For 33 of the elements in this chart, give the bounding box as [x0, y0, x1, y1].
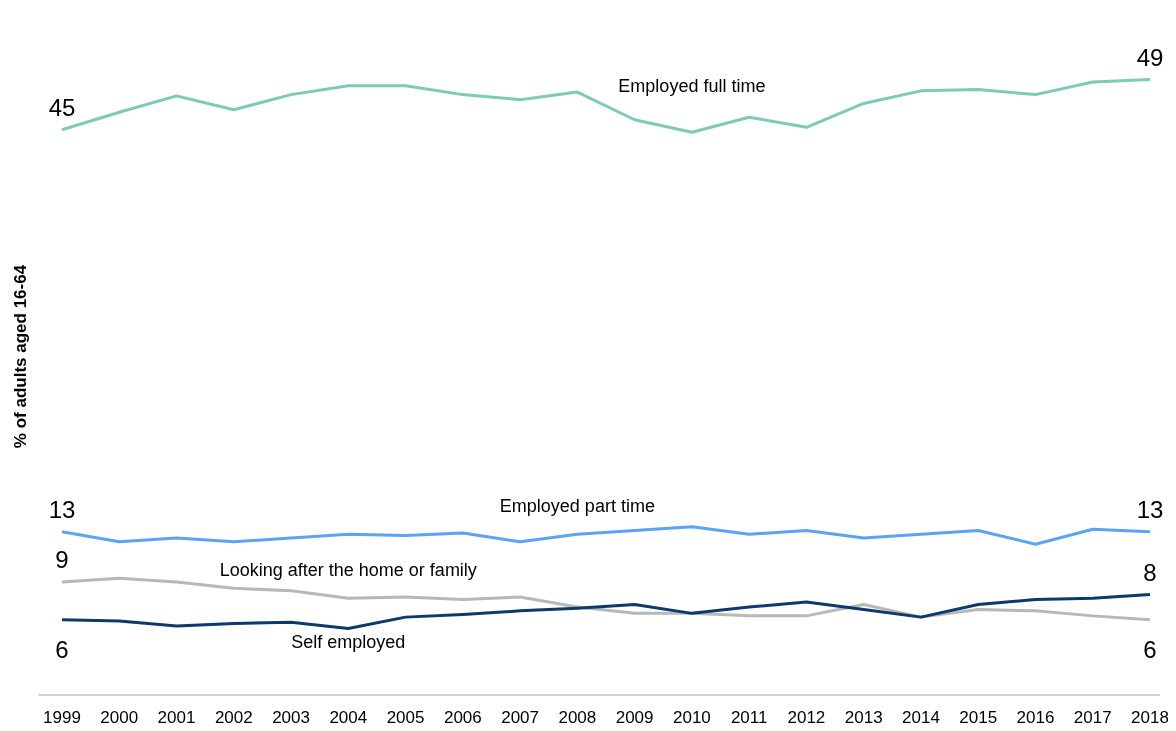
x-tick-label: 2015	[959, 708, 998, 728]
data-label: 8	[1143, 558, 1157, 586]
data-label: 45	[48, 93, 76, 121]
data-label: 13	[1136, 495, 1164, 523]
x-tick-label: 2005	[386, 708, 425, 728]
x-tick-label: 2003	[272, 708, 310, 728]
x-tick-label: 2008	[558, 708, 597, 728]
data-label: 9	[55, 545, 69, 573]
series-label: Employed part time	[499, 496, 655, 517]
x-tick-label: 2011	[730, 708, 768, 728]
x-tick-label: 2018	[1131, 708, 1169, 728]
data-label: 13	[48, 495, 76, 523]
x-tick-label: 2012	[787, 708, 826, 728]
data-label: 49	[1136, 43, 1164, 71]
x-tick-label: 2002	[214, 708, 253, 728]
x-tick-label: 2010	[672, 708, 711, 728]
series-label: Self employed	[291, 632, 406, 653]
series-label: Employed full time	[618, 76, 766, 97]
series-label: Looking after the home or family	[219, 560, 477, 581]
data-label: 6	[1143, 635, 1157, 663]
x-tick-label: 2009	[615, 708, 654, 728]
x-tick-label: 2016	[1016, 708, 1055, 728]
x-tick-label: 2017	[1073, 708, 1112, 728]
x-tick-label: 2014	[902, 708, 940, 728]
x-tick-label: 2000	[100, 708, 139, 728]
x-tick-label: 1999	[43, 708, 81, 728]
x-tick-label: 2007	[501, 708, 540, 728]
x-tick-label: 2006	[443, 708, 482, 728]
x-tick-label: 2004	[329, 708, 368, 728]
x-tick-label: 2001	[157, 708, 196, 728]
y-axis-title: % of adults aged 16-64	[11, 264, 31, 449]
x-tick-label: 2013	[844, 708, 883, 728]
data-label: 6	[55, 635, 69, 663]
